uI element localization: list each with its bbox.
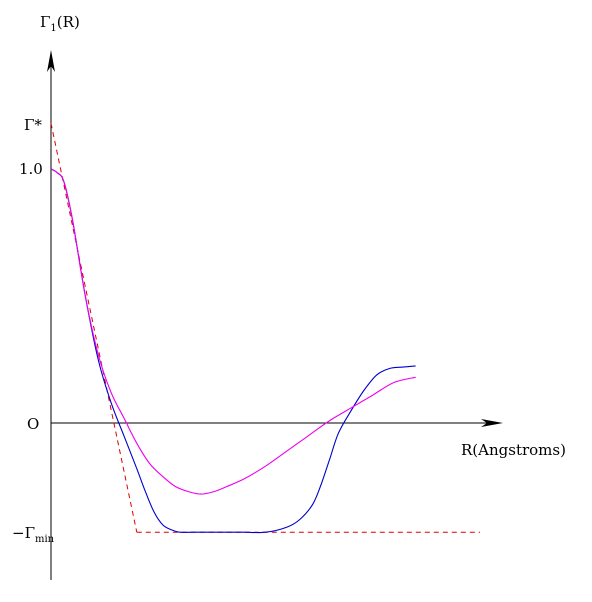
y-tick-label-zero: O <box>27 415 40 433</box>
gamma-min-sub: min <box>34 534 55 545</box>
y-tick-label-gamma-star: Γ* <box>24 116 42 134</box>
axes <box>47 50 503 580</box>
x-axis-label: R(Angstroms) <box>461 441 566 459</box>
series-group <box>50 168 416 534</box>
y-axis-label-main: Γ <box>40 13 51 31</box>
series-line-2 <box>50 168 416 495</box>
y-tick-label-one: 1.0 <box>19 160 43 178</box>
guide-tangent <box>50 123 138 533</box>
x-axis-arrow <box>481 419 503 427</box>
y-axis-label-sub: 1 <box>50 23 57 34</box>
gamma-min-prefix: −Γ <box>12 524 35 542</box>
series-line-1 <box>50 168 416 534</box>
y-tick-label-gamma-min: −Γmin <box>12 524 55 545</box>
y-axis-label: Γ1(R) <box>40 13 80 34</box>
y-axis-arrow <box>47 50 55 72</box>
y-axis-label-suffix: (R) <box>56 13 80 31</box>
guides <box>50 123 480 533</box>
